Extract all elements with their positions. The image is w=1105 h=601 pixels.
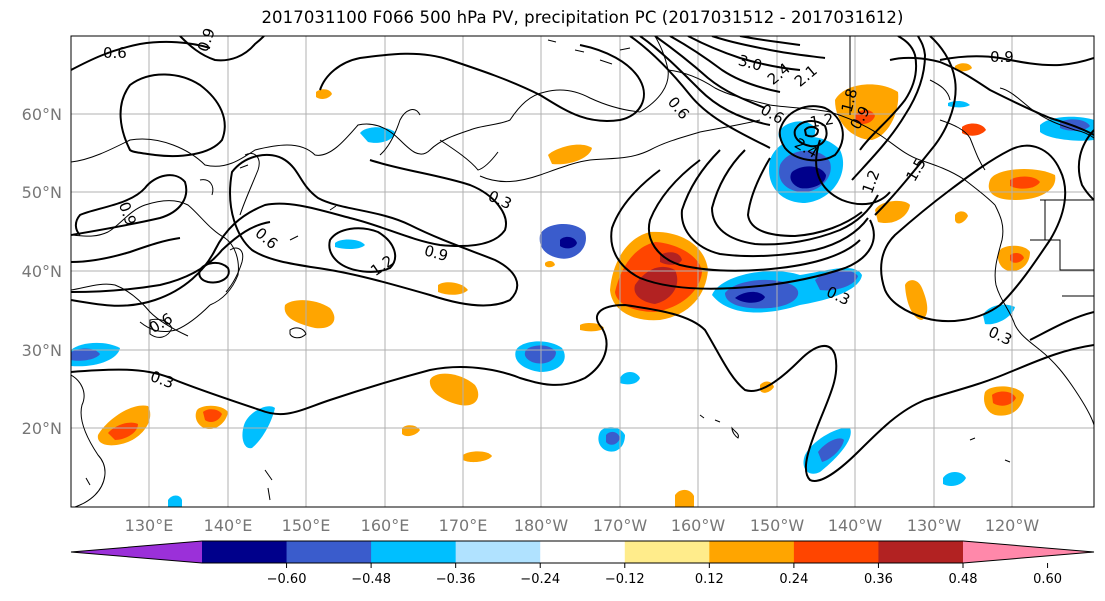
- colorbar-tick-label: 0.24: [779, 572, 808, 587]
- colorbar-extend-min: [71, 541, 202, 563]
- colorbar-extend-max: [963, 541, 1094, 563]
- lat-label: 50°N: [22, 183, 62, 202]
- contour-label: 0.3: [148, 367, 177, 392]
- lon-label: 150°E: [282, 516, 331, 535]
- colorbar-tick-label: 0.48: [949, 572, 978, 587]
- contour-label: 0.9: [194, 26, 219, 55]
- contour-label: 0.3: [485, 187, 514, 213]
- colorbar-bin: [371, 541, 457, 563]
- colorbar-bin: [878, 541, 964, 563]
- colorbar-bin: [202, 541, 288, 563]
- lon-label: 120°W: [985, 516, 1040, 535]
- colorbar-bin: [455, 541, 541, 563]
- contour-label: 0.9: [422, 241, 450, 265]
- contour-label: 0.3: [986, 323, 1015, 349]
- lat-label: 30°N: [22, 341, 62, 360]
- contour-label: 1.2: [808, 110, 835, 132]
- graticule: [71, 36, 1094, 507]
- pv-contours: [71, 36, 1094, 482]
- contour-label: 0.6: [103, 44, 127, 62]
- lon-label: 140°E: [204, 516, 253, 535]
- lon-label: 160°W: [671, 516, 726, 535]
- contour-label: 1.2: [367, 251, 397, 279]
- colorbar-tick-label: −0.12: [605, 572, 645, 587]
- lon-label: 130°W: [907, 516, 962, 535]
- contour-label: 0.6: [664, 93, 693, 123]
- contour-label: 3.0: [736, 51, 764, 75]
- contour-label: 2.1: [791, 61, 821, 90]
- figure-title: 2017031100 F066 500 hPa PV, precipitatio…: [261, 8, 904, 27]
- positive-anomalies: [97, 63, 1056, 507]
- colorbar-tick-label: −0.36: [436, 572, 476, 587]
- contour-label: 2.4: [764, 59, 794, 88]
- colorbar-tick-label: 0.60: [1033, 572, 1062, 587]
- colorbar-bin: [793, 541, 879, 563]
- lat-label: 20°N: [22, 419, 62, 438]
- lat-label: 40°N: [22, 262, 62, 281]
- colorbar-bin: [709, 541, 795, 563]
- colorbar-tick-label: 0.12: [695, 572, 724, 587]
- lon-label: 140°W: [828, 516, 883, 535]
- lon-label: 170°W: [593, 516, 648, 535]
- contour-label: 0.6: [251, 224, 281, 253]
- longitude-labels: 130°E 140°E 150°E 160°E 170°E 180°W 170°…: [125, 516, 1040, 535]
- lon-label: 170°E: [439, 516, 488, 535]
- precipitation-shading: [71, 63, 1094, 507]
- lon-label: 130°E: [125, 516, 174, 535]
- contour-label: 0.9: [990, 48, 1014, 66]
- colorbar-tick-label: −0.60: [267, 572, 307, 587]
- contour-label: 1.8: [838, 87, 862, 115]
- lon-label: 180°W: [514, 516, 569, 535]
- contour-label: 0.6: [146, 309, 176, 337]
- colorbar-bin: [624, 541, 710, 563]
- lon-label: 150°W: [750, 516, 805, 535]
- colorbar-bin: [286, 541, 372, 563]
- map-frame: [70, 35, 1095, 508]
- colorbar-bin: [540, 541, 626, 563]
- colorbar-tick-label: −0.24: [520, 572, 560, 587]
- colorbar: −0.60 −0.48 −0.36 −0.24 −0.12 0.12 0.24 0.36 0.4…: [70, 540, 1095, 587]
- lon-label: 160°E: [361, 516, 410, 535]
- colorbar-outline: [70, 540, 1095, 564]
- colorbar-tick-label: −0.48: [351, 572, 391, 587]
- lat-label: 60°N: [22, 105, 62, 124]
- latitude-labels: 60°N 50°N 40°N 30°N 20°N: [22, 105, 62, 438]
- colorbar-tick-label: 0.36: [864, 572, 893, 587]
